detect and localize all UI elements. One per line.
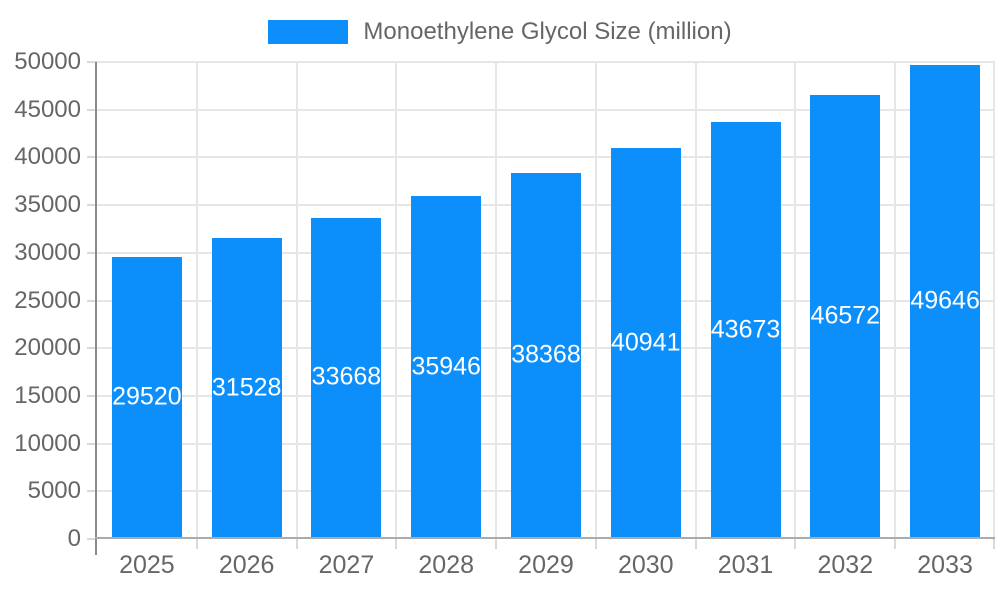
bar-value-label: 31528 xyxy=(211,373,282,402)
x-axis-tick xyxy=(295,539,298,549)
x-axis-line xyxy=(95,537,995,539)
x-axis-tick xyxy=(195,539,198,549)
bar-value-label: 29520 xyxy=(112,382,182,411)
bar-2032: 46572 xyxy=(810,94,881,537)
y-tick-label: 10000 xyxy=(14,429,81,457)
vertical-gridline xyxy=(894,62,897,539)
horizontal-gridline xyxy=(97,156,995,159)
x-tick-label: 2027 xyxy=(318,551,375,579)
y-tick-label: 50000 xyxy=(14,48,81,75)
plot-area: 0 5000 10000 15000 20000 25000 30000 35000 40000… xyxy=(14,48,995,579)
x-tick-label: 2031 xyxy=(717,551,774,579)
bar-value-label: 38368 xyxy=(511,340,581,369)
x-axis-tick xyxy=(794,539,797,549)
x-tick-label: 2028 xyxy=(418,551,475,579)
y-tick-label: 15000 xyxy=(14,381,81,409)
x-tick-label: 2026 xyxy=(218,551,275,579)
bar-2030: 40941 xyxy=(610,148,681,537)
horizontal-gridline xyxy=(97,61,995,63)
y-axis-tick xyxy=(87,61,97,63)
vertical-gridline xyxy=(594,62,597,539)
legend[interactable]: Monoethylene Glycol Size (million) xyxy=(0,18,1000,46)
vertical-gridline xyxy=(993,62,995,539)
vertical-gridline xyxy=(395,62,398,539)
x-axis-tick xyxy=(594,539,597,549)
bar-2029: 38368 xyxy=(510,172,581,537)
y-tick-label: 45000 xyxy=(14,95,81,123)
vertical-gridline xyxy=(295,62,298,539)
y-tick-label: 30000 xyxy=(14,238,81,266)
vertical-gridline xyxy=(195,62,198,539)
legend-swatch xyxy=(268,20,349,44)
y-axis-tick xyxy=(87,204,97,207)
y-axis-tick xyxy=(87,490,97,493)
vertical-gridline xyxy=(794,62,797,539)
y-tick-label: 0 xyxy=(67,525,81,552)
bar-2033: 49646 xyxy=(910,65,981,537)
bar-value-label: 35946 xyxy=(411,352,481,381)
x-axis-tick xyxy=(395,539,398,549)
legend-label: Monoethylene Glycol Size (million) xyxy=(363,18,732,45)
y-axis-tick xyxy=(87,538,97,540)
y-axis-tick xyxy=(87,108,97,111)
bar-2027: 33668 xyxy=(311,217,382,537)
x-tick-label: 2030 xyxy=(617,551,674,579)
horizontal-gridline xyxy=(97,108,995,111)
x-tick-label: 2033 xyxy=(917,551,973,579)
bar-2026: 31528 xyxy=(211,238,282,537)
y-tick-label: 5000 xyxy=(27,477,81,505)
x-tick-label: 2032 xyxy=(817,551,874,579)
bar-2028: 35946 xyxy=(411,196,482,537)
y-axis-tick xyxy=(87,156,97,159)
y-axis-tick xyxy=(87,394,97,397)
x-axis-tick xyxy=(694,539,697,549)
bar-value-label: 49646 xyxy=(910,286,980,315)
x-axis-tick xyxy=(993,539,995,549)
y-axis-tick xyxy=(87,347,97,350)
bar-value-label: 46572 xyxy=(810,301,881,330)
y-axis-tick xyxy=(87,299,97,302)
vertical-gridline xyxy=(694,62,697,539)
x-tick-label: 2029 xyxy=(518,551,574,579)
bar-value-label: 33668 xyxy=(311,362,382,391)
y-axis-tick xyxy=(87,251,97,254)
x-axis-tick xyxy=(495,539,498,549)
bar-2031: 43673 xyxy=(710,122,781,537)
x-axis-tick xyxy=(894,539,897,549)
y-tick-label: 35000 xyxy=(14,191,81,219)
bar-2025: 29520 xyxy=(111,257,182,537)
vertical-gridline xyxy=(495,62,498,539)
y-axis-line xyxy=(95,62,97,555)
x-tick-label: 2025 xyxy=(119,551,175,579)
bar-value-label: 40941 xyxy=(611,328,681,357)
y-tick-label: 25000 xyxy=(14,286,81,314)
bar-value-label: 43673 xyxy=(710,315,781,344)
y-tick-label: 20000 xyxy=(14,334,81,362)
y-axis-tick xyxy=(87,442,97,445)
y-tick-label: 40000 xyxy=(14,143,81,171)
